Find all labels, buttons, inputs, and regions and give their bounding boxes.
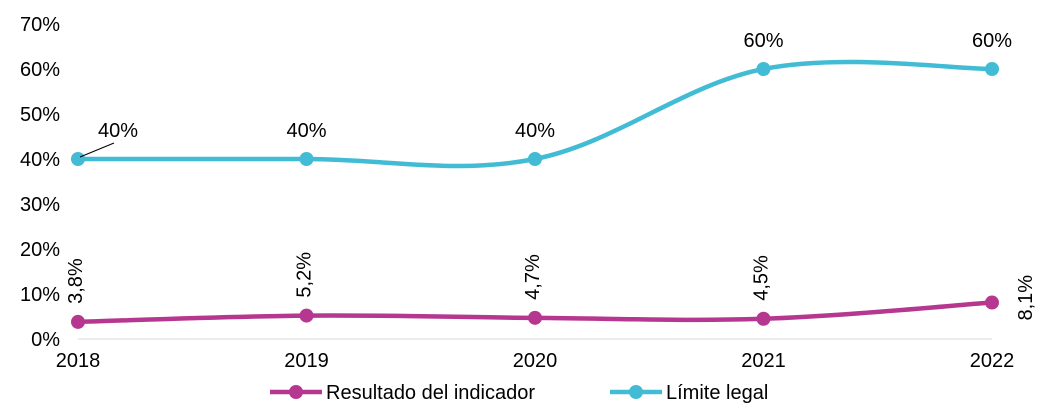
x-tick-label: 2022 (970, 350, 1015, 372)
legend-item: Límite legal (610, 382, 768, 404)
data-point (528, 152, 542, 166)
x-axis: 2018 2019 2020 2021 2022 (56, 338, 1015, 372)
data-label: 4,7% (522, 254, 544, 300)
series-1 (71, 59, 999, 169)
data-label: 4,5% (751, 255, 773, 301)
y-axis: 0% 10% 20% 30% 40% 50% 60% 70% (20, 14, 60, 351)
data-label-layer: 3,8% 5,2% 4,7% 4,5% 8,1% 40% 40% 40% 60% 60% (65, 30, 1037, 321)
legend-label: Límite legal (666, 382, 768, 404)
data-point (71, 314, 85, 329)
data-label: 60% (743, 30, 783, 52)
x-tick-label: 2021 (741, 350, 786, 372)
series-line (75, 59, 995, 169)
data-point (299, 308, 314, 323)
data-label: 40% (98, 120, 138, 142)
legend-label: Resultado del indicador (326, 382, 535, 404)
y-tick-label: 40% (20, 149, 60, 171)
x-tick-label: 2018 (56, 350, 101, 372)
data-label: 3,8% (65, 258, 87, 304)
legend: Resultado del indicador Límite legal (270, 382, 768, 404)
y-tick-label: 10% (20, 284, 60, 306)
data-point (756, 311, 771, 326)
y-tick-label: 70% (20, 14, 60, 36)
y-tick-label: 60% (20, 59, 60, 81)
data-point (528, 310, 542, 325)
data-label: 8,1% (1015, 275, 1037, 321)
data-point (299, 152, 314, 166)
y-tick-label: 0% (31, 329, 60, 351)
data-point (71, 152, 85, 166)
legend-item: Resultado del indicador (270, 382, 535, 404)
legend-swatch-marker (289, 385, 303, 399)
y-tick-label: 50% (20, 104, 60, 126)
data-point (985, 295, 999, 310)
data-label: 60% (972, 30, 1012, 52)
x-tick-label: 2020 (513, 350, 558, 372)
series-layer (71, 59, 999, 329)
data-point (985, 62, 999, 76)
x-tick-label: 2019 (284, 350, 329, 372)
legend-swatch-marker (629, 385, 643, 399)
data-label: 5,2% (294, 252, 316, 298)
data-label: 40% (515, 120, 555, 142)
data-point (756, 62, 771, 76)
y-tick-label: 30% (20, 194, 60, 216)
data-label: 40% (286, 120, 326, 142)
y-tick-label: 20% (20, 239, 60, 261)
series-0 (71, 295, 999, 329)
label-leader-line (79, 142, 115, 158)
